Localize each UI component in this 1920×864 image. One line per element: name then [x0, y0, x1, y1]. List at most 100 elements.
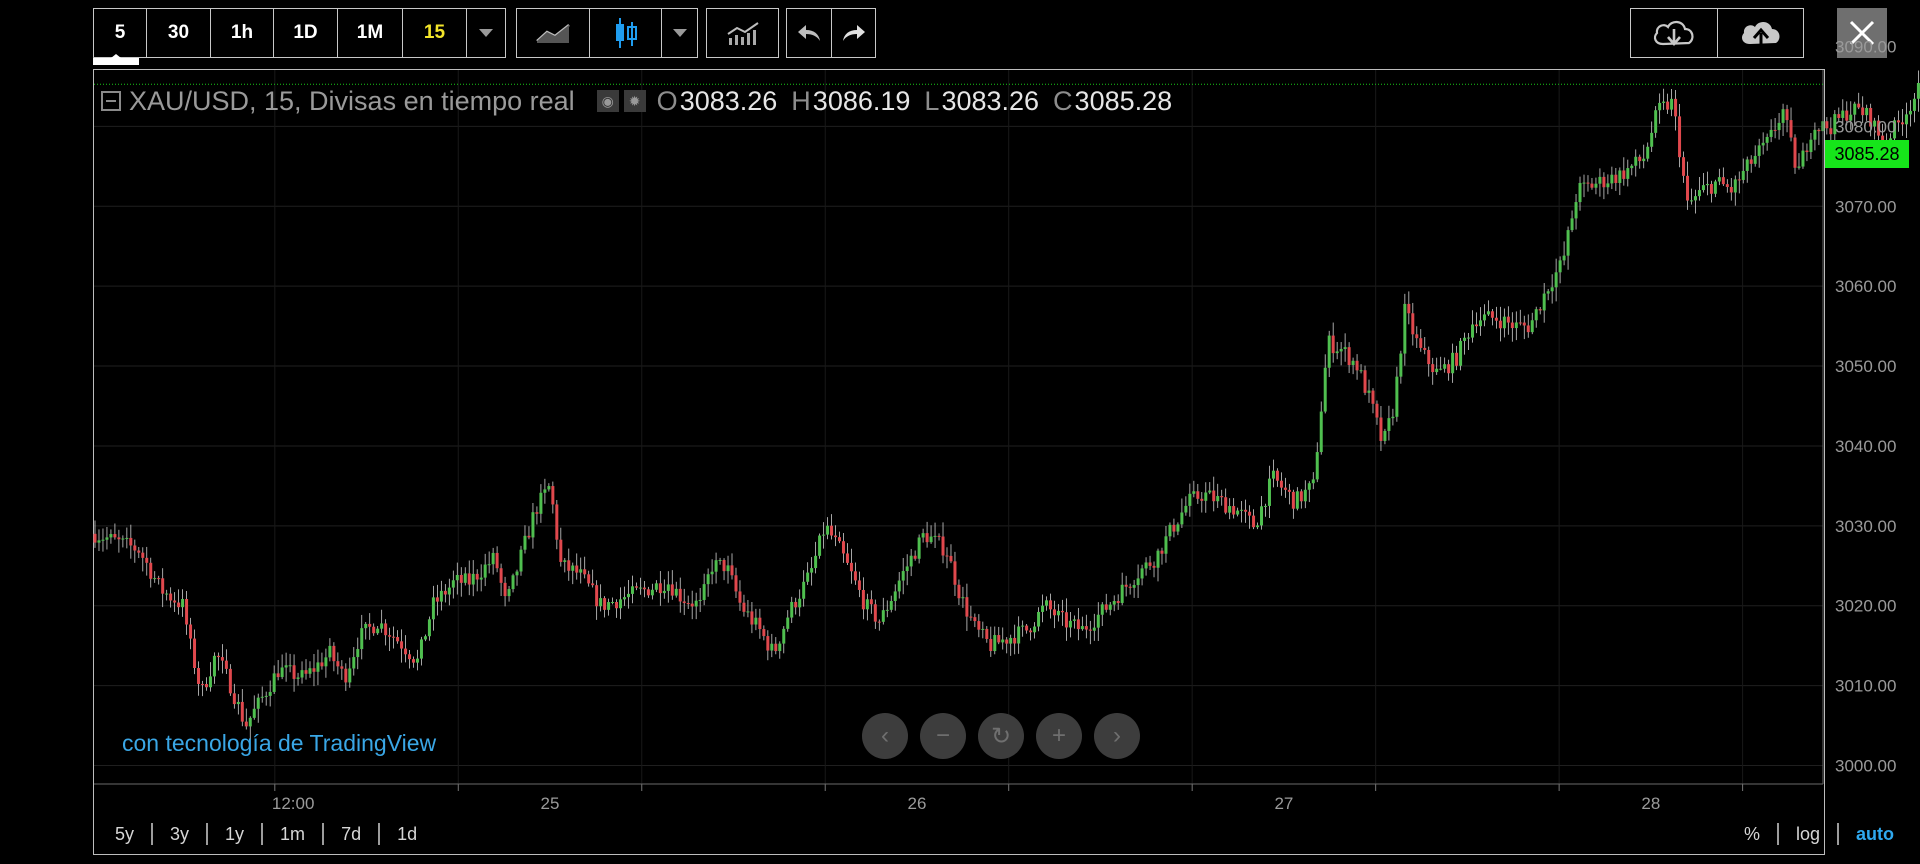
- candle-body: [431, 597, 435, 620]
- candle-body: [1339, 348, 1343, 352]
- close-button[interactable]: [1837, 8, 1887, 58]
- scroll-right-button[interactable]: ›: [1094, 713, 1140, 759]
- candle-body: [615, 602, 619, 609]
- interval-5-button[interactable]: 5: [94, 9, 147, 57]
- candle-body: [989, 638, 993, 652]
- candle-body: [1220, 496, 1224, 498]
- high-label: H: [791, 85, 811, 116]
- candle-body: [869, 599, 873, 605]
- candle-body: [419, 639, 423, 659]
- candle-body: [965, 597, 969, 617]
- candle-body: [1733, 179, 1737, 193]
- candle-body: [1486, 311, 1490, 315]
- candle-body: [137, 550, 141, 553]
- zoom-out-button[interactable]: −: [920, 713, 966, 759]
- percent-scale-button[interactable]: %: [1727, 823, 1779, 845]
- undo-icon: [798, 25, 820, 41]
- candle-body: [893, 591, 897, 601]
- candle-body: [308, 668, 312, 674]
- candle-body: [1761, 142, 1765, 146]
- collapse-legend-icon[interactable]: [101, 91, 121, 111]
- candle-body: [1327, 335, 1331, 368]
- open-label: O: [656, 85, 678, 116]
- gear-icon[interactable]: ✹: [623, 90, 646, 112]
- candle-body: [1009, 637, 1013, 644]
- candle-body: [224, 660, 228, 669]
- candle-body: [1650, 132, 1654, 147]
- interval-15-button[interactable]: 15: [403, 9, 467, 57]
- candle-body: [523, 535, 527, 550]
- candle-body: [1080, 626, 1084, 630]
- candle-body: [1686, 175, 1690, 201]
- candle-body: [384, 623, 388, 636]
- tradingview-attribution-link[interactable]: con tecnología de TradingView: [122, 730, 437, 756]
- candle-body: [1228, 506, 1232, 513]
- candle-body: [1180, 512, 1184, 525]
- auto-scale-button[interactable]: auto: [1856, 824, 1894, 844]
- candle-body: [1303, 489, 1307, 502]
- candle-body: [1184, 505, 1188, 513]
- indicators-button[interactable]: [707, 9, 778, 57]
- interval-30-button[interactable]: 30: [147, 9, 211, 57]
- candle-body: [372, 626, 376, 634]
- candle-body: [1311, 479, 1315, 484]
- candle-body: [1371, 390, 1375, 404]
- candle-body: [423, 636, 427, 640]
- range-1d-button[interactable]: 1d: [397, 824, 418, 844]
- candle-body: [1865, 107, 1869, 116]
- candle-body: [499, 568, 503, 583]
- candle-body: [806, 572, 810, 582]
- candle-body: [1216, 496, 1220, 502]
- candle-body: [447, 587, 451, 595]
- range-1y-button[interactable]: 1y: [208, 823, 264, 845]
- save-chart-button[interactable]: [1718, 9, 1803, 57]
- load-chart-button[interactable]: [1631, 9, 1718, 57]
- chart-style-dropdown-button[interactable]: [662, 9, 697, 57]
- zoom-in-button[interactable]: +: [1036, 713, 1082, 759]
- undo-button[interactable]: [787, 9, 832, 57]
- candle-body: [1379, 417, 1383, 441]
- log-scale-button[interactable]: log: [1779, 823, 1839, 845]
- candle-body: [1260, 506, 1264, 526]
- candle-body: [1558, 260, 1562, 273]
- candle-body: [1176, 524, 1180, 532]
- candle-body: [1717, 177, 1721, 182]
- plus-icon: +: [1051, 722, 1066, 749]
- candle-body: [1439, 368, 1443, 370]
- interval-1d-button[interactable]: 1D: [274, 9, 338, 57]
- candle-body: [1399, 353, 1403, 377]
- candle-body: [356, 649, 360, 658]
- eye-icon[interactable]: ◉: [596, 90, 619, 112]
- candle-body: [1248, 511, 1252, 516]
- candle-body: [1256, 525, 1260, 528]
- candle-body: [264, 695, 268, 697]
- candle-body: [1403, 303, 1407, 354]
- candle-body: [1709, 184, 1713, 194]
- candle-body: [877, 621, 881, 623]
- reset-chart-button[interactable]: ↻: [978, 713, 1024, 759]
- candle-body: [1805, 150, 1809, 153]
- interval-1h-button[interactable]: 1h: [211, 9, 274, 57]
- indicators-icon: [726, 22, 759, 45]
- candle-body: [937, 535, 941, 537]
- redo-button[interactable]: [832, 9, 875, 57]
- candle-body: [941, 536, 945, 556]
- interval-dropdown-button[interactable]: [467, 9, 505, 57]
- scroll-left-button[interactable]: ‹: [862, 713, 908, 759]
- line-chart-button[interactable]: [517, 9, 590, 57]
- interval-1m-button[interactable]: 1M: [338, 9, 403, 57]
- range-3y-button[interactable]: 3y: [153, 823, 209, 845]
- candle-body: [1638, 156, 1642, 162]
- range-7d-button[interactable]: 7d: [324, 823, 381, 845]
- candlestick-button[interactable]: [590, 9, 662, 57]
- candle-body: [129, 537, 133, 546]
- range-1m-button[interactable]: 1m: [263, 823, 325, 845]
- candle-body: [1518, 322, 1522, 324]
- range-5y-button[interactable]: 5y: [93, 823, 154, 845]
- candle-body: [694, 600, 698, 607]
- candle-body: [332, 645, 336, 662]
- candle-body: [945, 555, 949, 557]
- candle-body: [101, 539, 105, 541]
- candle-body: [1574, 202, 1578, 219]
